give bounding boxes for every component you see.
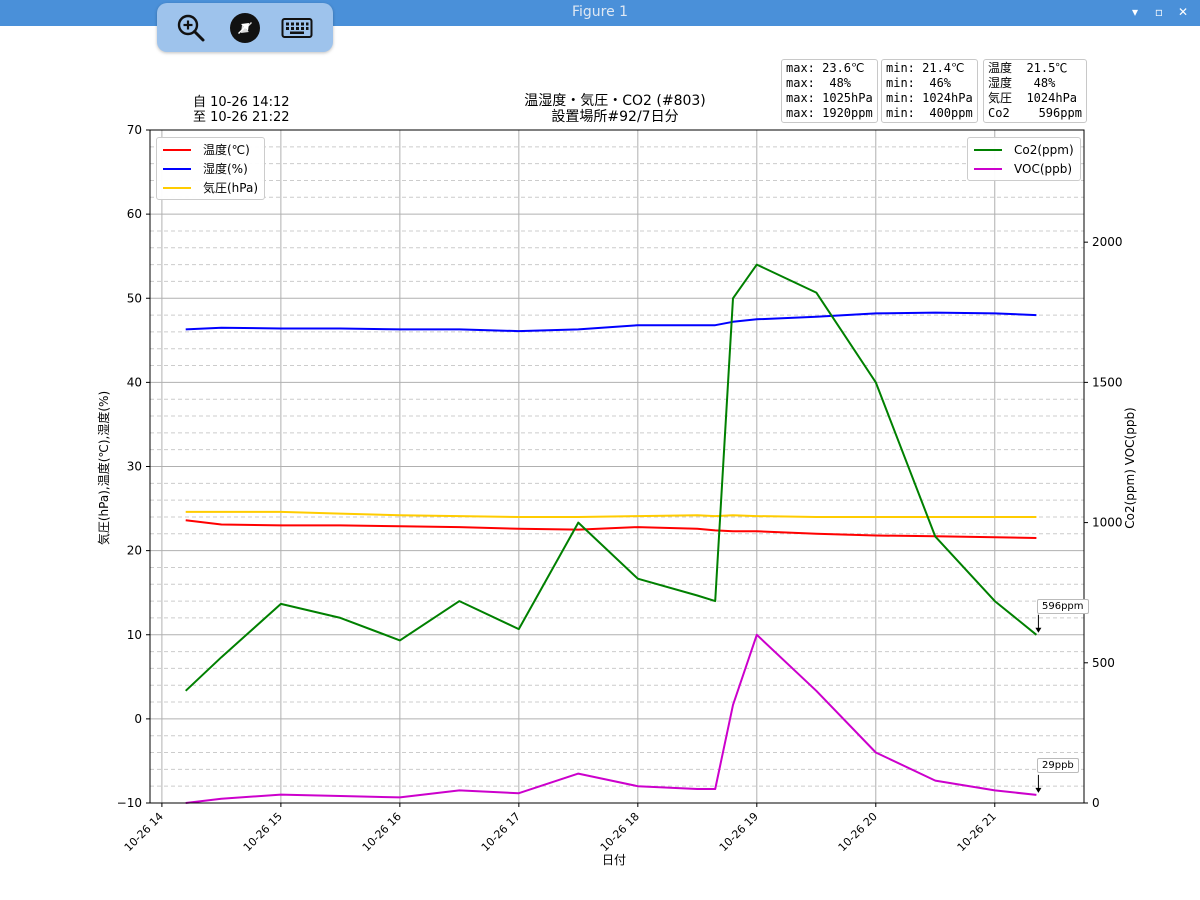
remote-desktop-button[interactable] bbox=[229, 12, 261, 44]
legend-label-pressure: 気圧(hPa) bbox=[203, 181, 259, 195]
zoom-in-icon bbox=[177, 14, 205, 42]
legend-label-voc: VOC(ppb) bbox=[1014, 161, 1073, 176]
legend-item-pressure: 気圧(hPa) bbox=[163, 178, 258, 197]
voc-callout: 29ppb bbox=[1037, 758, 1079, 773]
x-tick-label: 10-26 15 bbox=[241, 810, 285, 854]
current-humidity: 湿度 48% bbox=[988, 76, 1056, 90]
current-temp: 温度 21.5℃ bbox=[988, 61, 1068, 75]
chart-title: 温湿度・気圧・CO2 (#803) bbox=[524, 93, 706, 109]
temp-line bbox=[185, 519, 1037, 539]
y-tick-label-left: 70 bbox=[127, 123, 142, 137]
chart-subtitle: 設置場所#92/7日分 bbox=[551, 109, 679, 125]
min-temp: min: 21.4℃ bbox=[886, 61, 965, 75]
grid bbox=[150, 129, 1084, 804]
legend-swatch-humidity bbox=[163, 167, 191, 170]
max-co2: max: 1920ppm bbox=[786, 106, 873, 120]
pressure-line bbox=[185, 510, 1037, 518]
keyboard-button[interactable] bbox=[281, 12, 313, 44]
current-co2: Co2 596ppm bbox=[988, 106, 1082, 120]
minimize-button[interactable]: ▾ bbox=[1131, 5, 1139, 19]
y-tick-label-left: 20 bbox=[127, 544, 142, 558]
x-tick-label: 10-26 21 bbox=[955, 810, 999, 854]
y-tick-label-right: 2000 bbox=[1092, 235, 1123, 249]
min-stats-box: min: 21.4℃ min: 46% min: 1024hPa min: 40… bbox=[881, 59, 978, 123]
co2-callout-arrowhead bbox=[1035, 627, 1042, 633]
co2-callout: 596ppm bbox=[1037, 599, 1089, 614]
max-humidity: max: 48% bbox=[786, 76, 852, 90]
series-lines bbox=[185, 263, 1038, 804]
legend-right: Co2(ppm) VOC(ppb) bbox=[967, 137, 1081, 181]
y-tick-label-right: 0 bbox=[1092, 796, 1100, 810]
keyboard-icon bbox=[281, 18, 313, 38]
range-from: 自 10-26 14:12 bbox=[193, 95, 290, 110]
x-tick-label: 10-26 14 bbox=[122, 810, 166, 854]
window-title: Figure 1 bbox=[571, 4, 629, 20]
voc-callout-arrowhead bbox=[1035, 787, 1042, 793]
legend-swatch-temp bbox=[163, 148, 191, 151]
axes: −10 0 10 20 30 40 50 60 70 0 500 1000 1500 2000 10-26 … bbox=[117, 123, 1123, 854]
y-tick-label-left: 50 bbox=[127, 291, 142, 305]
legend-swatch-co2 bbox=[974, 148, 1002, 151]
current-pressure: 気圧 1024hPa bbox=[988, 91, 1078, 105]
min-co2: min: 400ppm bbox=[886, 106, 973, 120]
legend-item-temp: 温度(℃) bbox=[163, 140, 258, 159]
y-tick-label-left: 40 bbox=[127, 375, 142, 389]
x-tick-label: 10-26 19 bbox=[717, 810, 761, 854]
current-stats-box: 温度 21.5℃ 湿度 48% 気圧 1024hPa Co2 596ppm bbox=[983, 59, 1087, 123]
y-axis-label-left: 気圧(hPa),温度(℃),湿度(%) bbox=[96, 391, 111, 545]
y-tick-label-right: 1000 bbox=[1092, 516, 1123, 530]
zoom-in-button[interactable] bbox=[175, 12, 207, 44]
legend-swatch-pressure bbox=[163, 186, 191, 189]
remote-desktop-icon bbox=[230, 13, 260, 43]
close-button[interactable]: ✕ bbox=[1177, 5, 1189, 19]
x-axis-label: 日付 bbox=[602, 853, 626, 867]
y-tick-label-left: 30 bbox=[127, 460, 142, 474]
y-tick-label-left: 60 bbox=[127, 207, 142, 221]
floating-toolbar bbox=[157, 3, 333, 52]
max-stats-box: max: 23.6℃ max: 48% max: 1025hPa max: 19… bbox=[781, 59, 878, 123]
date-range: 自 10-26 14:12 至 10-26 21:22 bbox=[193, 95, 290, 125]
legend-item-voc: VOC(ppb) bbox=[974, 159, 1074, 178]
y-axis-label-right: Co2(ppm) VOC(ppb) bbox=[1123, 407, 1137, 529]
legend-label-co2: Co2(ppm) bbox=[1014, 142, 1074, 157]
maximize-button[interactable]: ▫ bbox=[1154, 5, 1164, 19]
min-pressure: min: 1024hPa bbox=[886, 91, 973, 105]
y-tick-label-left: 10 bbox=[127, 628, 142, 642]
x-tick-label: 10-26 16 bbox=[360, 810, 404, 854]
x-tick-label: 10-26 18 bbox=[598, 810, 642, 854]
window-controls: ▾ ▫ ✕ bbox=[1126, 3, 1192, 21]
legend-label-temp: 温度(℃) bbox=[203, 143, 250, 157]
humidity-line bbox=[185, 311, 1037, 333]
range-to: 至 10-26 21:22 bbox=[193, 110, 290, 125]
y-tick-label-right: 1500 bbox=[1092, 375, 1123, 389]
x-tick-label: 10-26 20 bbox=[836, 810, 880, 854]
voc-line bbox=[185, 633, 1037, 804]
y-tick-label-left: −10 bbox=[117, 796, 142, 810]
legend-item-co2: Co2(ppm) bbox=[974, 140, 1074, 159]
min-humidity: min: 46% bbox=[886, 76, 952, 90]
co2-line bbox=[185, 263, 1038, 692]
legend-swatch-voc bbox=[974, 167, 1002, 170]
max-pressure: max: 1025hPa bbox=[786, 91, 873, 105]
y-tick-label-right: 500 bbox=[1092, 656, 1115, 670]
legend-label-humidity: 湿度(%) bbox=[203, 162, 248, 176]
max-temp: max: 23.6℃ bbox=[786, 61, 865, 75]
legend-left: 温度(℃) 湿度(%) 気圧(hPa) bbox=[156, 137, 266, 200]
chart-title-block: 温湿度・気圧・CO2 (#803) 設置場所#92/7日分 bbox=[450, 93, 780, 125]
y-tick-label-left: 0 bbox=[134, 712, 142, 726]
legend-item-humidity: 湿度(%) bbox=[163, 159, 258, 178]
x-tick-label: 10-26 17 bbox=[479, 810, 523, 854]
